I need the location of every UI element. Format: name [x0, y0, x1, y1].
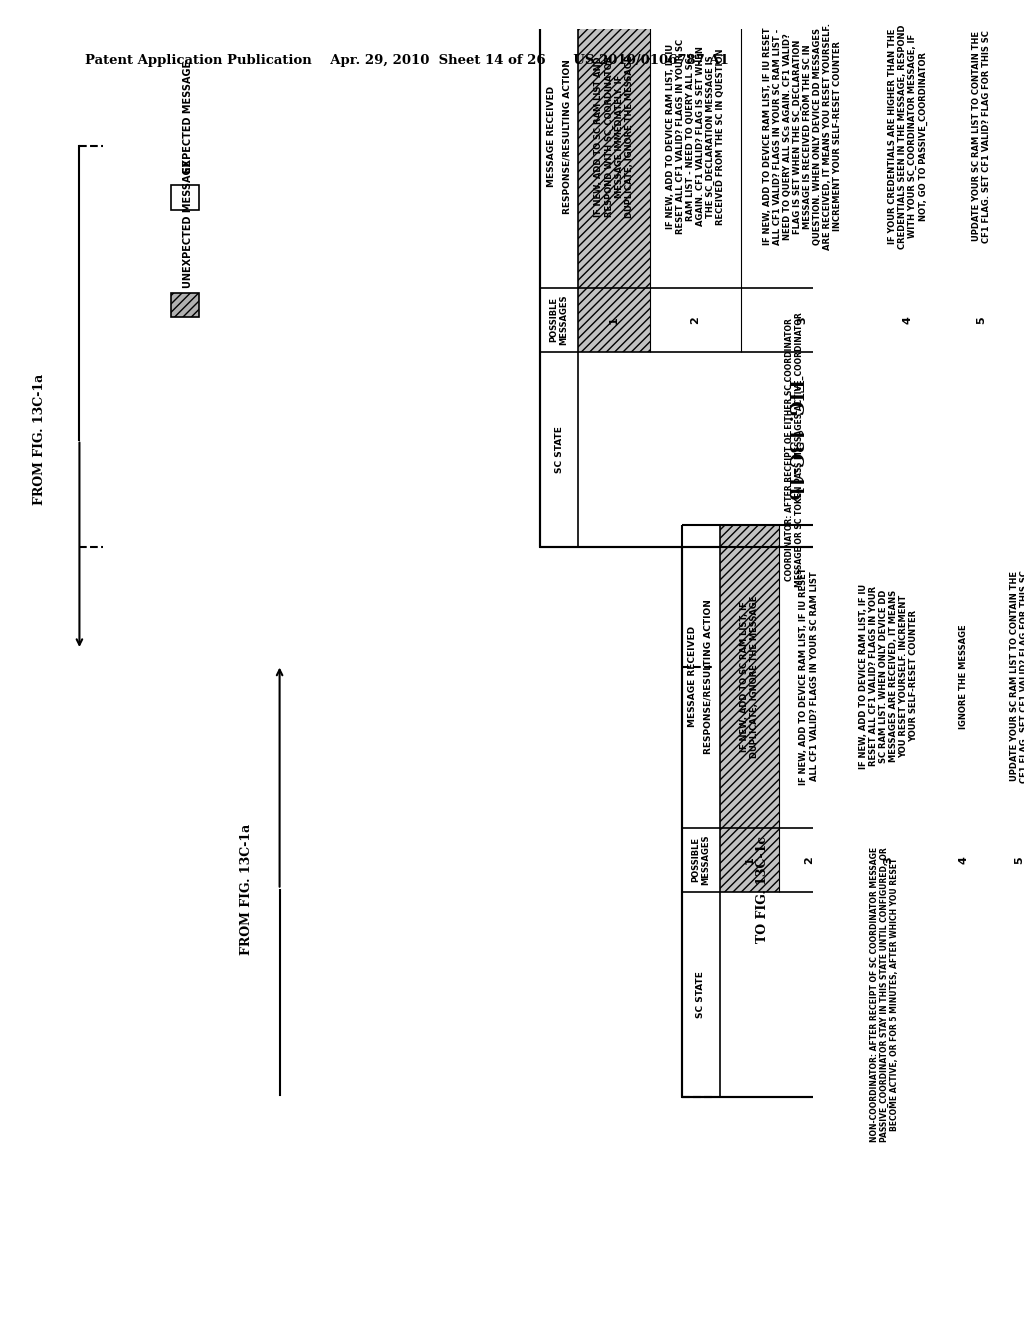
Text: RESPONSE/RESULTING ACTION: RESPONSE/RESULTING ACTION [562, 59, 571, 214]
Polygon shape [579, 0, 650, 351]
Text: TO FIG. 13C-1c: TO FIG. 13C-1c [756, 836, 769, 942]
Text: 4: 4 [903, 315, 912, 323]
Bar [171, 185, 199, 210]
Text: COORDINATOR: AFTER RECEIPT OF EITHER SC COORDINATOR
MESSAGE OR SC TOKEN PASS MES: COORDINATOR: AFTER RECEIPT OF EITHER SC … [785, 312, 804, 587]
Text: FIG. 13C-1b: FIG. 13C-1b [785, 379, 803, 500]
Text: UNEXPECTED MESSAGE: UNEXPECTED MESSAGE [182, 160, 193, 289]
Text: POSSIBLE
MESSAGES: POSSIBLE MESSAGES [691, 834, 710, 884]
Text: 3: 3 [798, 315, 808, 323]
Polygon shape [682, 525, 1024, 1097]
Text: IF YOUR CREDENTIALS ARE HIGHER THAN THE
CREDENTIALS SEEN IN THE MESSAGE, RESPOND: IF YOUR CREDENTIALS ARE HIGHER THAN THE … [888, 24, 928, 248]
Polygon shape [720, 525, 779, 891]
Text: IF NEW, ADD TO SC RAM LIST AND
RESPOND WITH SC_COORDINATOR
MESSAGE IMMEDIATELY. : IF NEW, ADD TO SC RAM LIST AND RESPOND W… [594, 55, 634, 218]
Text: IGNORE THE MESSAGE: IGNORE THE MESSAGE [959, 624, 969, 729]
Text: Patent Application Publication    Apr. 29, 2010  Sheet 14 of 26      US 2010/010: Patent Application Publication Apr. 29, … [85, 54, 729, 66]
Text: 2: 2 [804, 855, 814, 863]
Text: EXPECTED MESSAGE: EXPECTED MESSAGE [182, 61, 193, 173]
Text: IF NEW, ADD TO DEVICE RAM LIST, IF IU
RESET ALL CF1 VALID? FLAGS IN YOUR
SC RAM : IF NEW, ADD TO DEVICE RAM LIST, IF IU RE… [859, 583, 919, 770]
Bar [171, 293, 199, 317]
Text: SC STATE: SC STATE [696, 970, 706, 1018]
Text: IF NEW, ADD TO SC RAM LIST, IF
DUPLICATE, IGNORE THE MESSAGE: IF NEW, ADD TO SC RAM LIST, IF DUPLICATE… [740, 595, 759, 758]
Text: 1: 1 [609, 315, 618, 323]
Text: 5: 5 [976, 315, 986, 323]
Text: 3: 3 [884, 855, 893, 863]
Text: IF NEW, ADD TO DEVICE RAM LIST, IF IU
RESET ALL CF1 VALID? FLAGS IN YOUR SC
RAM : IF NEW, ADD TO DEVICE RAM LIST, IF IU RE… [666, 38, 725, 234]
Text: IF NEW, ADD TO DEVICE RAM LIST, IF IU RESET
ALL CF1 VALID? FLAGS IN YOUR SC RAM : IF NEW, ADD TO DEVICE RAM LIST, IF IU RE… [763, 22, 843, 249]
Text: FROM FIG. 13C-1a: FROM FIG. 13C-1a [240, 824, 253, 956]
Text: FROM FIG. 13C-1a: FROM FIG. 13C-1a [33, 374, 46, 506]
Text: NON-COORDINATOR: AFTER RECEIPT OF SC COORDINATOR MESSAGE
PASSIVE_COORDINATOR STA: NON-COORDINATOR: AFTER RECEIPT OF SC COO… [869, 846, 899, 1142]
Polygon shape [540, 0, 1011, 548]
Text: SC STATE: SC STATE [555, 426, 563, 473]
Text: 5: 5 [1015, 855, 1024, 863]
Text: 2: 2 [690, 315, 700, 323]
Text: MESSAGE RECEIVED: MESSAGE RECEIVED [688, 626, 697, 727]
Text: MESSAGE RECEIVED: MESSAGE RECEIVED [547, 86, 556, 187]
Text: 4: 4 [958, 855, 969, 863]
Text: UPDATE YOUR SC RAM LIST TO CONTAIN THE
CF1 FLAG. SET CF1 VALID? FLAG FOR THIS SC: UPDATE YOUR SC RAM LIST TO CONTAIN THE C… [972, 30, 991, 243]
Text: UPDATE YOUR SC RAM LIST TO CONTAIN THE
CF1 FLAG. SET CF1 VALID? FLAG FOR THIS SC: UPDATE YOUR SC RAM LIST TO CONTAIN THE C… [1010, 570, 1024, 783]
Text: RESPONSE/RESULTING ACTION: RESPONSE/RESULTING ACTION [703, 599, 713, 754]
Text: IF NEW, ADD TO DEVICE RAM LIST, IF IU RESET
ALL CF1 VALID? FLAGS IN YOUR SC RAM : IF NEW, ADD TO DEVICE RAM LIST, IF IU RE… [800, 568, 818, 785]
Text: POSSIBLE
MESSAGES: POSSIBLE MESSAGES [550, 294, 568, 345]
Text: 1: 1 [744, 855, 755, 863]
